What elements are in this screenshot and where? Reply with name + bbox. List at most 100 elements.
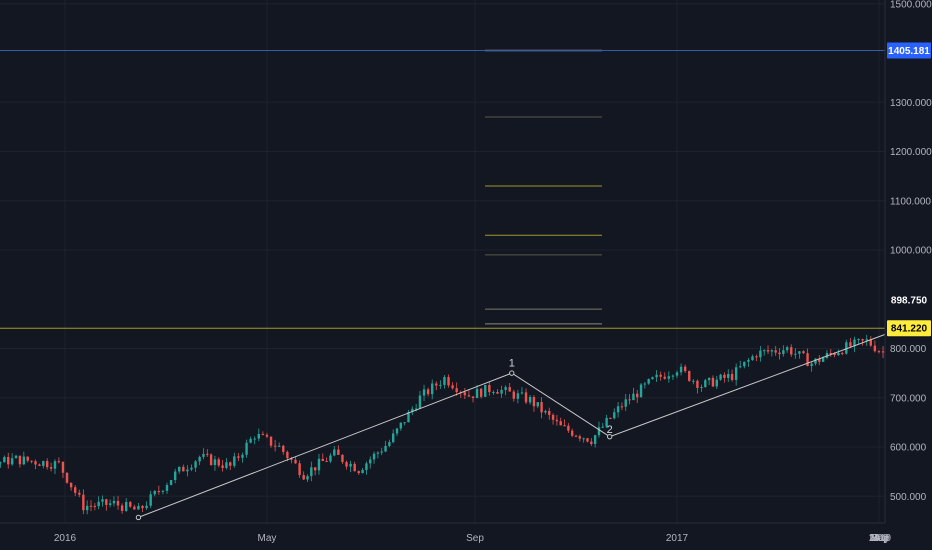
candle-body bbox=[605, 417, 608, 427]
candle-body bbox=[667, 376, 671, 379]
candle-body bbox=[65, 472, 69, 483]
time-axis[interactable]: 2016MaySep2017MaySepSep2019MaySep20208 J… bbox=[54, 526, 932, 545]
candle-body bbox=[237, 456, 240, 458]
x-tick-label: Sep bbox=[871, 533, 889, 544]
candle-body bbox=[841, 352, 844, 354]
candle-body bbox=[69, 482, 73, 488]
candle-body bbox=[881, 351, 885, 353]
candle-body bbox=[399, 422, 403, 429]
wave-label: 2 bbox=[607, 424, 613, 436]
candle-body bbox=[290, 458, 293, 460]
candle-body bbox=[217, 459, 220, 466]
candle-body bbox=[578, 436, 582, 439]
candle-body bbox=[651, 377, 654, 380]
candle-body bbox=[659, 374, 662, 377]
candle-body bbox=[265, 434, 269, 437]
candle-body bbox=[818, 358, 821, 362]
candle-body bbox=[624, 399, 627, 407]
candle-body bbox=[782, 350, 785, 355]
candle-body bbox=[294, 459, 297, 464]
candle-body bbox=[739, 366, 742, 368]
candle-body bbox=[810, 363, 813, 367]
candle-body bbox=[422, 389, 426, 396]
price-axis-panel[interactable] bbox=[885, 0, 932, 523]
y-tick-label: 1000.000 bbox=[890, 246, 932, 257]
candle-body bbox=[93, 505, 97, 507]
candle-body bbox=[853, 339, 856, 347]
candle-body bbox=[467, 395, 471, 397]
candle-body bbox=[785, 347, 789, 351]
candle-body bbox=[89, 505, 93, 507]
wave-node bbox=[606, 433, 613, 440]
candle-body bbox=[112, 500, 116, 504]
candle-body bbox=[3, 457, 6, 463]
candle-body bbox=[145, 505, 148, 509]
candle-body bbox=[582, 438, 585, 440]
candles bbox=[0, 330, 932, 515]
candle-body bbox=[536, 402, 539, 407]
candle-body bbox=[532, 396, 536, 407]
candle-body bbox=[53, 461, 57, 469]
candle-body bbox=[790, 347, 793, 355]
candle-body bbox=[723, 374, 726, 378]
candle-body bbox=[49, 467, 53, 469]
candle-body bbox=[743, 361, 746, 367]
x-tick-label: Sep bbox=[871, 533, 889, 544]
candle-body bbox=[719, 374, 722, 380]
candle-body bbox=[707, 377, 711, 381]
price-badge-label: 898.750 bbox=[891, 295, 928, 306]
candle-body bbox=[30, 460, 33, 462]
candle-body bbox=[636, 393, 639, 398]
candle-body bbox=[317, 458, 321, 471]
candle-body bbox=[302, 474, 305, 480]
candle-body bbox=[325, 461, 328, 463]
price-badge-label: 1405.181 bbox=[888, 46, 930, 57]
candle-body bbox=[463, 392, 467, 396]
candle-body bbox=[774, 350, 777, 353]
y-tick-label: 1200.000 bbox=[890, 147, 932, 158]
candle-body bbox=[34, 461, 37, 465]
candle-body bbox=[857, 339, 860, 341]
candle-body bbox=[727, 373, 730, 378]
candle-body bbox=[479, 388, 483, 397]
price-axis[interactable]: 1500.000 1300.000 1200.000 1100.000 1000.000… bbox=[890, 0, 932, 503]
candle-body bbox=[683, 366, 687, 372]
candle-body bbox=[849, 342, 852, 347]
candle-body bbox=[475, 388, 479, 399]
candle-body bbox=[574, 435, 578, 437]
time-axis-panel[interactable] bbox=[0, 523, 932, 550]
candle-body bbox=[169, 480, 173, 485]
candle-body bbox=[734, 367, 738, 380]
candle-body bbox=[149, 494, 152, 506]
candle-body bbox=[829, 352, 832, 354]
candle-body bbox=[105, 499, 108, 505]
candle-body bbox=[380, 451, 383, 453]
y-tick-label: 500.000 bbox=[890, 492, 927, 503]
candle-body bbox=[447, 377, 450, 386]
candle-body bbox=[524, 392, 528, 403]
candle-body bbox=[178, 466, 181, 472]
price-badge bbox=[887, 320, 931, 337]
candle-body bbox=[225, 462, 228, 468]
candle-body bbox=[282, 445, 285, 452]
candle-body bbox=[391, 433, 395, 443]
candle-body bbox=[125, 502, 128, 511]
candle-body bbox=[116, 500, 120, 506]
candle-body bbox=[616, 406, 620, 413]
candle-body bbox=[278, 445, 281, 447]
candle-body bbox=[504, 387, 507, 390]
candle-body bbox=[861, 339, 864, 341]
candle-body bbox=[778, 352, 781, 355]
candle-body bbox=[213, 459, 217, 466]
candle-body bbox=[221, 465, 224, 468]
candle-body bbox=[249, 438, 252, 443]
candle-body bbox=[590, 441, 593, 445]
x-tick-label: Sep bbox=[466, 533, 484, 544]
candle-body bbox=[209, 454, 213, 466]
wave-node bbox=[509, 370, 515, 376]
candle-body bbox=[802, 351, 805, 354]
candle-body bbox=[877, 351, 881, 353]
wave-label: 1 bbox=[509, 358, 515, 370]
candle-body bbox=[426, 389, 430, 395]
